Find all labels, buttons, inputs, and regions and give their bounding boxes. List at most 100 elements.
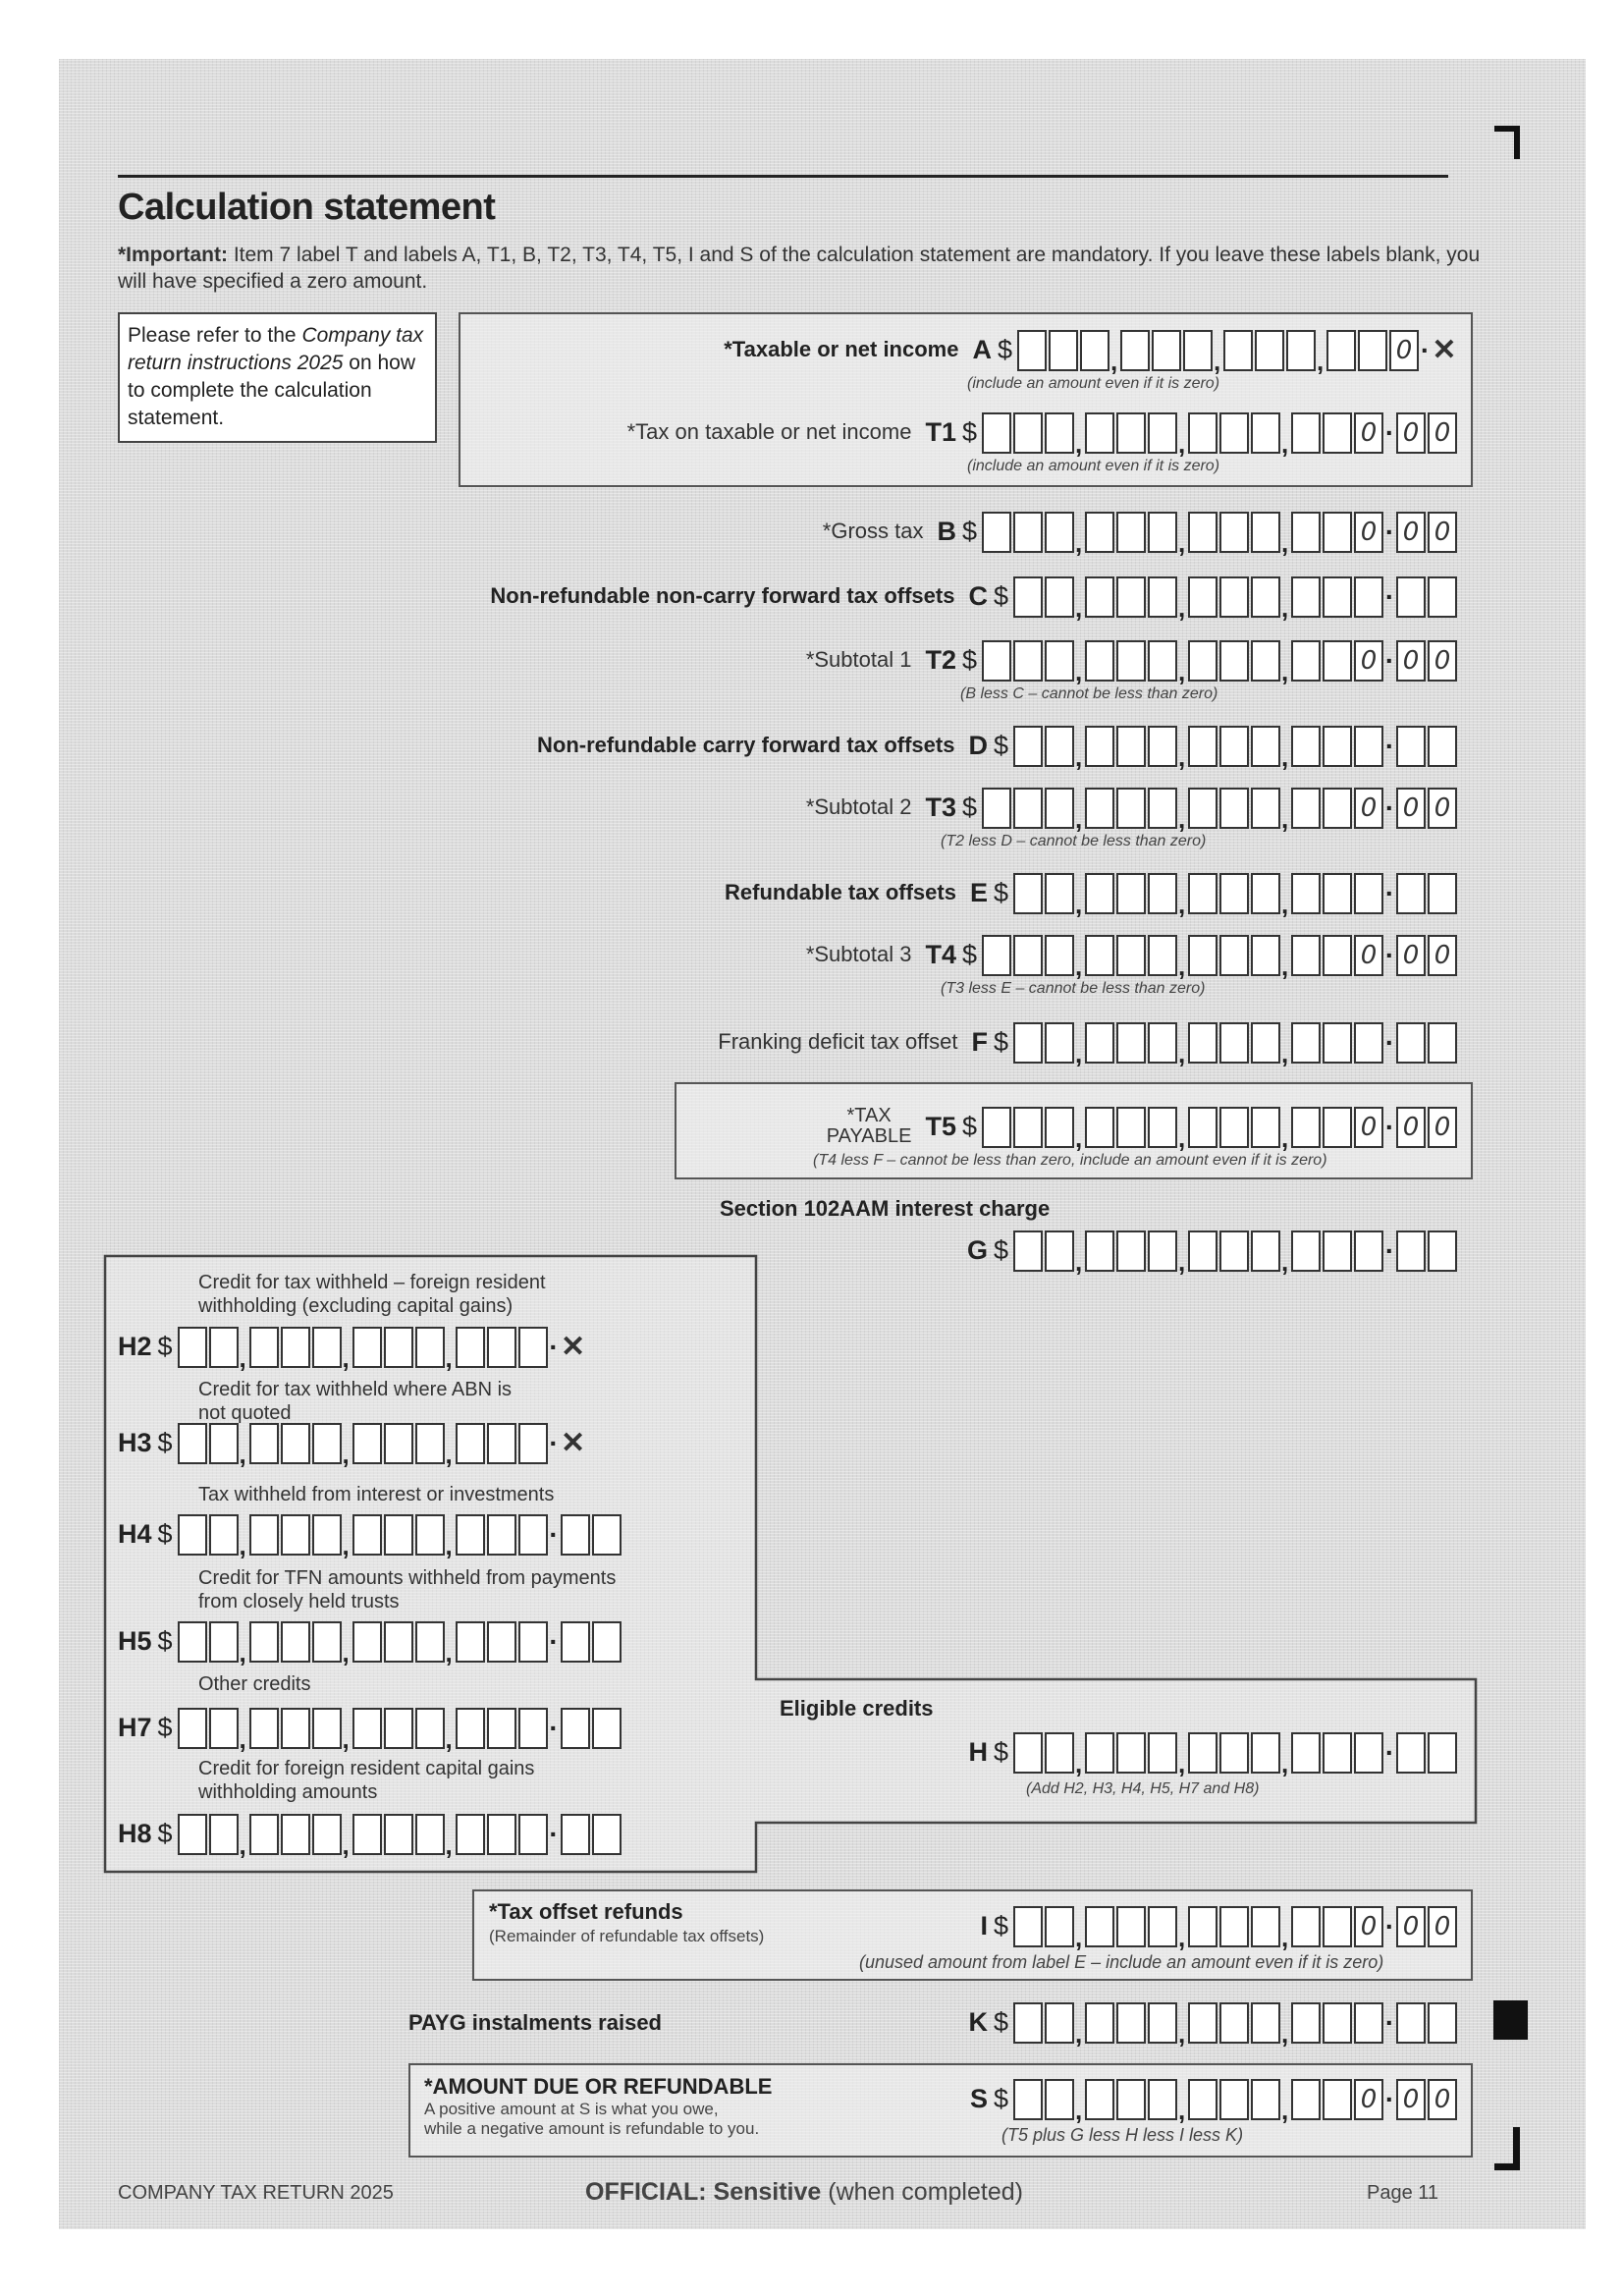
digit-box[interactable] bbox=[1152, 330, 1181, 371]
amount-field-T4[interactable]: ,,, 0 · 0 0 bbox=[981, 933, 1458, 979]
digit-box[interactable] bbox=[1219, 1022, 1249, 1064]
digit-box[interactable] bbox=[1291, 1022, 1321, 1064]
digit-box[interactable] bbox=[383, 1814, 413, 1855]
digit-box[interactable] bbox=[1085, 935, 1114, 976]
digit-box[interactable] bbox=[455, 1708, 485, 1749]
cents-box[interactable] bbox=[1428, 873, 1457, 914]
digit-box[interactable] bbox=[1045, 2002, 1074, 2044]
digit-box[interactable] bbox=[1219, 726, 1249, 767]
digit-box[interactable] bbox=[1219, 640, 1249, 682]
digit-box[interactable] bbox=[1188, 873, 1217, 914]
digit-box[interactable] bbox=[1013, 640, 1043, 682]
digit-box[interactable] bbox=[1219, 1230, 1249, 1272]
digit-box[interactable] bbox=[1116, 576, 1146, 618]
digit-box[interactable] bbox=[1291, 1230, 1321, 1272]
digit-box[interactable] bbox=[982, 935, 1011, 976]
digit-box[interactable] bbox=[1251, 1022, 1280, 1064]
digit-box[interactable] bbox=[1323, 1107, 1352, 1148]
digit-box[interactable] bbox=[1013, 2002, 1043, 2044]
digit-box[interactable] bbox=[383, 1621, 413, 1663]
cents-box[interactable] bbox=[591, 1814, 622, 1855]
digit-box[interactable] bbox=[1116, 726, 1146, 767]
digit-box[interactable] bbox=[1251, 2079, 1280, 2120]
digit-box[interactable] bbox=[486, 1708, 516, 1749]
digit-box[interactable] bbox=[1116, 1107, 1146, 1148]
digit-box[interactable] bbox=[352, 1814, 382, 1855]
cents-box[interactable]: 0 bbox=[1396, 2079, 1426, 2120]
cents-box[interactable]: 0 bbox=[1428, 1107, 1457, 1148]
digit-box[interactable] bbox=[1251, 2002, 1280, 2044]
digit-box[interactable] bbox=[1085, 1022, 1114, 1064]
digit-box[interactable] bbox=[208, 1708, 239, 1749]
digit-box[interactable] bbox=[517, 1708, 548, 1749]
digit-box[interactable] bbox=[383, 1327, 413, 1368]
digit-box[interactable] bbox=[1013, 1230, 1043, 1272]
cents-box[interactable] bbox=[591, 1621, 622, 1663]
digit-box[interactable] bbox=[1148, 1230, 1177, 1272]
digit-box[interactable] bbox=[1354, 1732, 1383, 1774]
digit-box[interactable] bbox=[1085, 1230, 1114, 1272]
digit-box[interactable] bbox=[1251, 726, 1280, 767]
digit-box[interactable] bbox=[1323, 1906, 1352, 1947]
digit-box[interactable] bbox=[1323, 2079, 1352, 2120]
digit-box[interactable] bbox=[208, 1423, 239, 1464]
digit-box[interactable] bbox=[208, 1327, 239, 1368]
digit-box[interactable] bbox=[1219, 412, 1249, 454]
digit-box[interactable] bbox=[1219, 512, 1249, 553]
digit-box[interactable]: 0 bbox=[1354, 412, 1383, 454]
cents-box[interactable] bbox=[1428, 726, 1457, 767]
amount-field-H3[interactable]: ,,, · ✕ bbox=[177, 1421, 587, 1467]
digit-box[interactable] bbox=[311, 1814, 342, 1855]
cents-box[interactable] bbox=[591, 1708, 622, 1749]
amount-field-A[interactable]: ,,, 0 · ✕ bbox=[1016, 328, 1458, 374]
digit-box[interactable] bbox=[352, 1708, 382, 1749]
digit-box[interactable] bbox=[1291, 512, 1321, 553]
digit-box[interactable] bbox=[1013, 788, 1043, 829]
amount-field-T3[interactable]: ,,, 0 · 0 0 bbox=[981, 786, 1458, 832]
cents-box[interactable]: 0 bbox=[1428, 788, 1457, 829]
digit-box[interactable] bbox=[248, 1621, 279, 1663]
digit-box[interactable] bbox=[1045, 412, 1074, 454]
digit-box[interactable] bbox=[1251, 788, 1280, 829]
digit-box[interactable] bbox=[1188, 1022, 1217, 1064]
cents-box[interactable] bbox=[591, 1514, 622, 1556]
digit-box[interactable] bbox=[1148, 576, 1177, 618]
digit-box[interactable] bbox=[1323, 873, 1352, 914]
digit-box[interactable] bbox=[1045, 1906, 1074, 1947]
digit-box[interactable] bbox=[1148, 2002, 1177, 2044]
digit-box[interactable] bbox=[1116, 788, 1146, 829]
digit-box[interactable] bbox=[1045, 2079, 1074, 2120]
digit-box[interactable] bbox=[177, 1514, 207, 1556]
digit-box[interactable]: 0 bbox=[1354, 1107, 1383, 1148]
digit-box[interactable] bbox=[414, 1621, 445, 1663]
digit-box[interactable]: 0 bbox=[1354, 788, 1383, 829]
digit-box[interactable] bbox=[1323, 2002, 1352, 2044]
digit-box[interactable] bbox=[280, 1423, 310, 1464]
digit-box[interactable] bbox=[1354, 2002, 1383, 2044]
cents-box[interactable] bbox=[560, 1621, 590, 1663]
cents-box[interactable] bbox=[1396, 2002, 1426, 2044]
cents-box[interactable]: 0 bbox=[1396, 640, 1426, 682]
digit-box[interactable] bbox=[1013, 1107, 1043, 1148]
digit-box[interactable] bbox=[177, 1423, 207, 1464]
digit-box[interactable] bbox=[1188, 1107, 1217, 1148]
digit-box[interactable]: 0 bbox=[1354, 2079, 1383, 2120]
digit-box[interactable] bbox=[248, 1423, 279, 1464]
cents-box[interactable] bbox=[1396, 1732, 1426, 1774]
digit-box[interactable] bbox=[352, 1423, 382, 1464]
digit-box[interactable] bbox=[486, 1814, 516, 1855]
digit-box[interactable] bbox=[517, 1327, 548, 1368]
digit-box[interactable] bbox=[1219, 873, 1249, 914]
digit-box[interactable] bbox=[486, 1514, 516, 1556]
digit-box[interactable] bbox=[1219, 2002, 1249, 2044]
digit-box[interactable] bbox=[1013, 1022, 1043, 1064]
digit-box[interactable] bbox=[1323, 1230, 1352, 1272]
digit-box[interactable] bbox=[517, 1514, 548, 1556]
digit-box[interactable] bbox=[1045, 1107, 1074, 1148]
digit-box[interactable] bbox=[177, 1708, 207, 1749]
digit-box[interactable] bbox=[352, 1514, 382, 1556]
digit-box[interactable] bbox=[414, 1708, 445, 1749]
digit-box[interactable] bbox=[1188, 726, 1217, 767]
cents-box[interactable] bbox=[1396, 873, 1426, 914]
digit-box[interactable] bbox=[1148, 1906, 1177, 1947]
